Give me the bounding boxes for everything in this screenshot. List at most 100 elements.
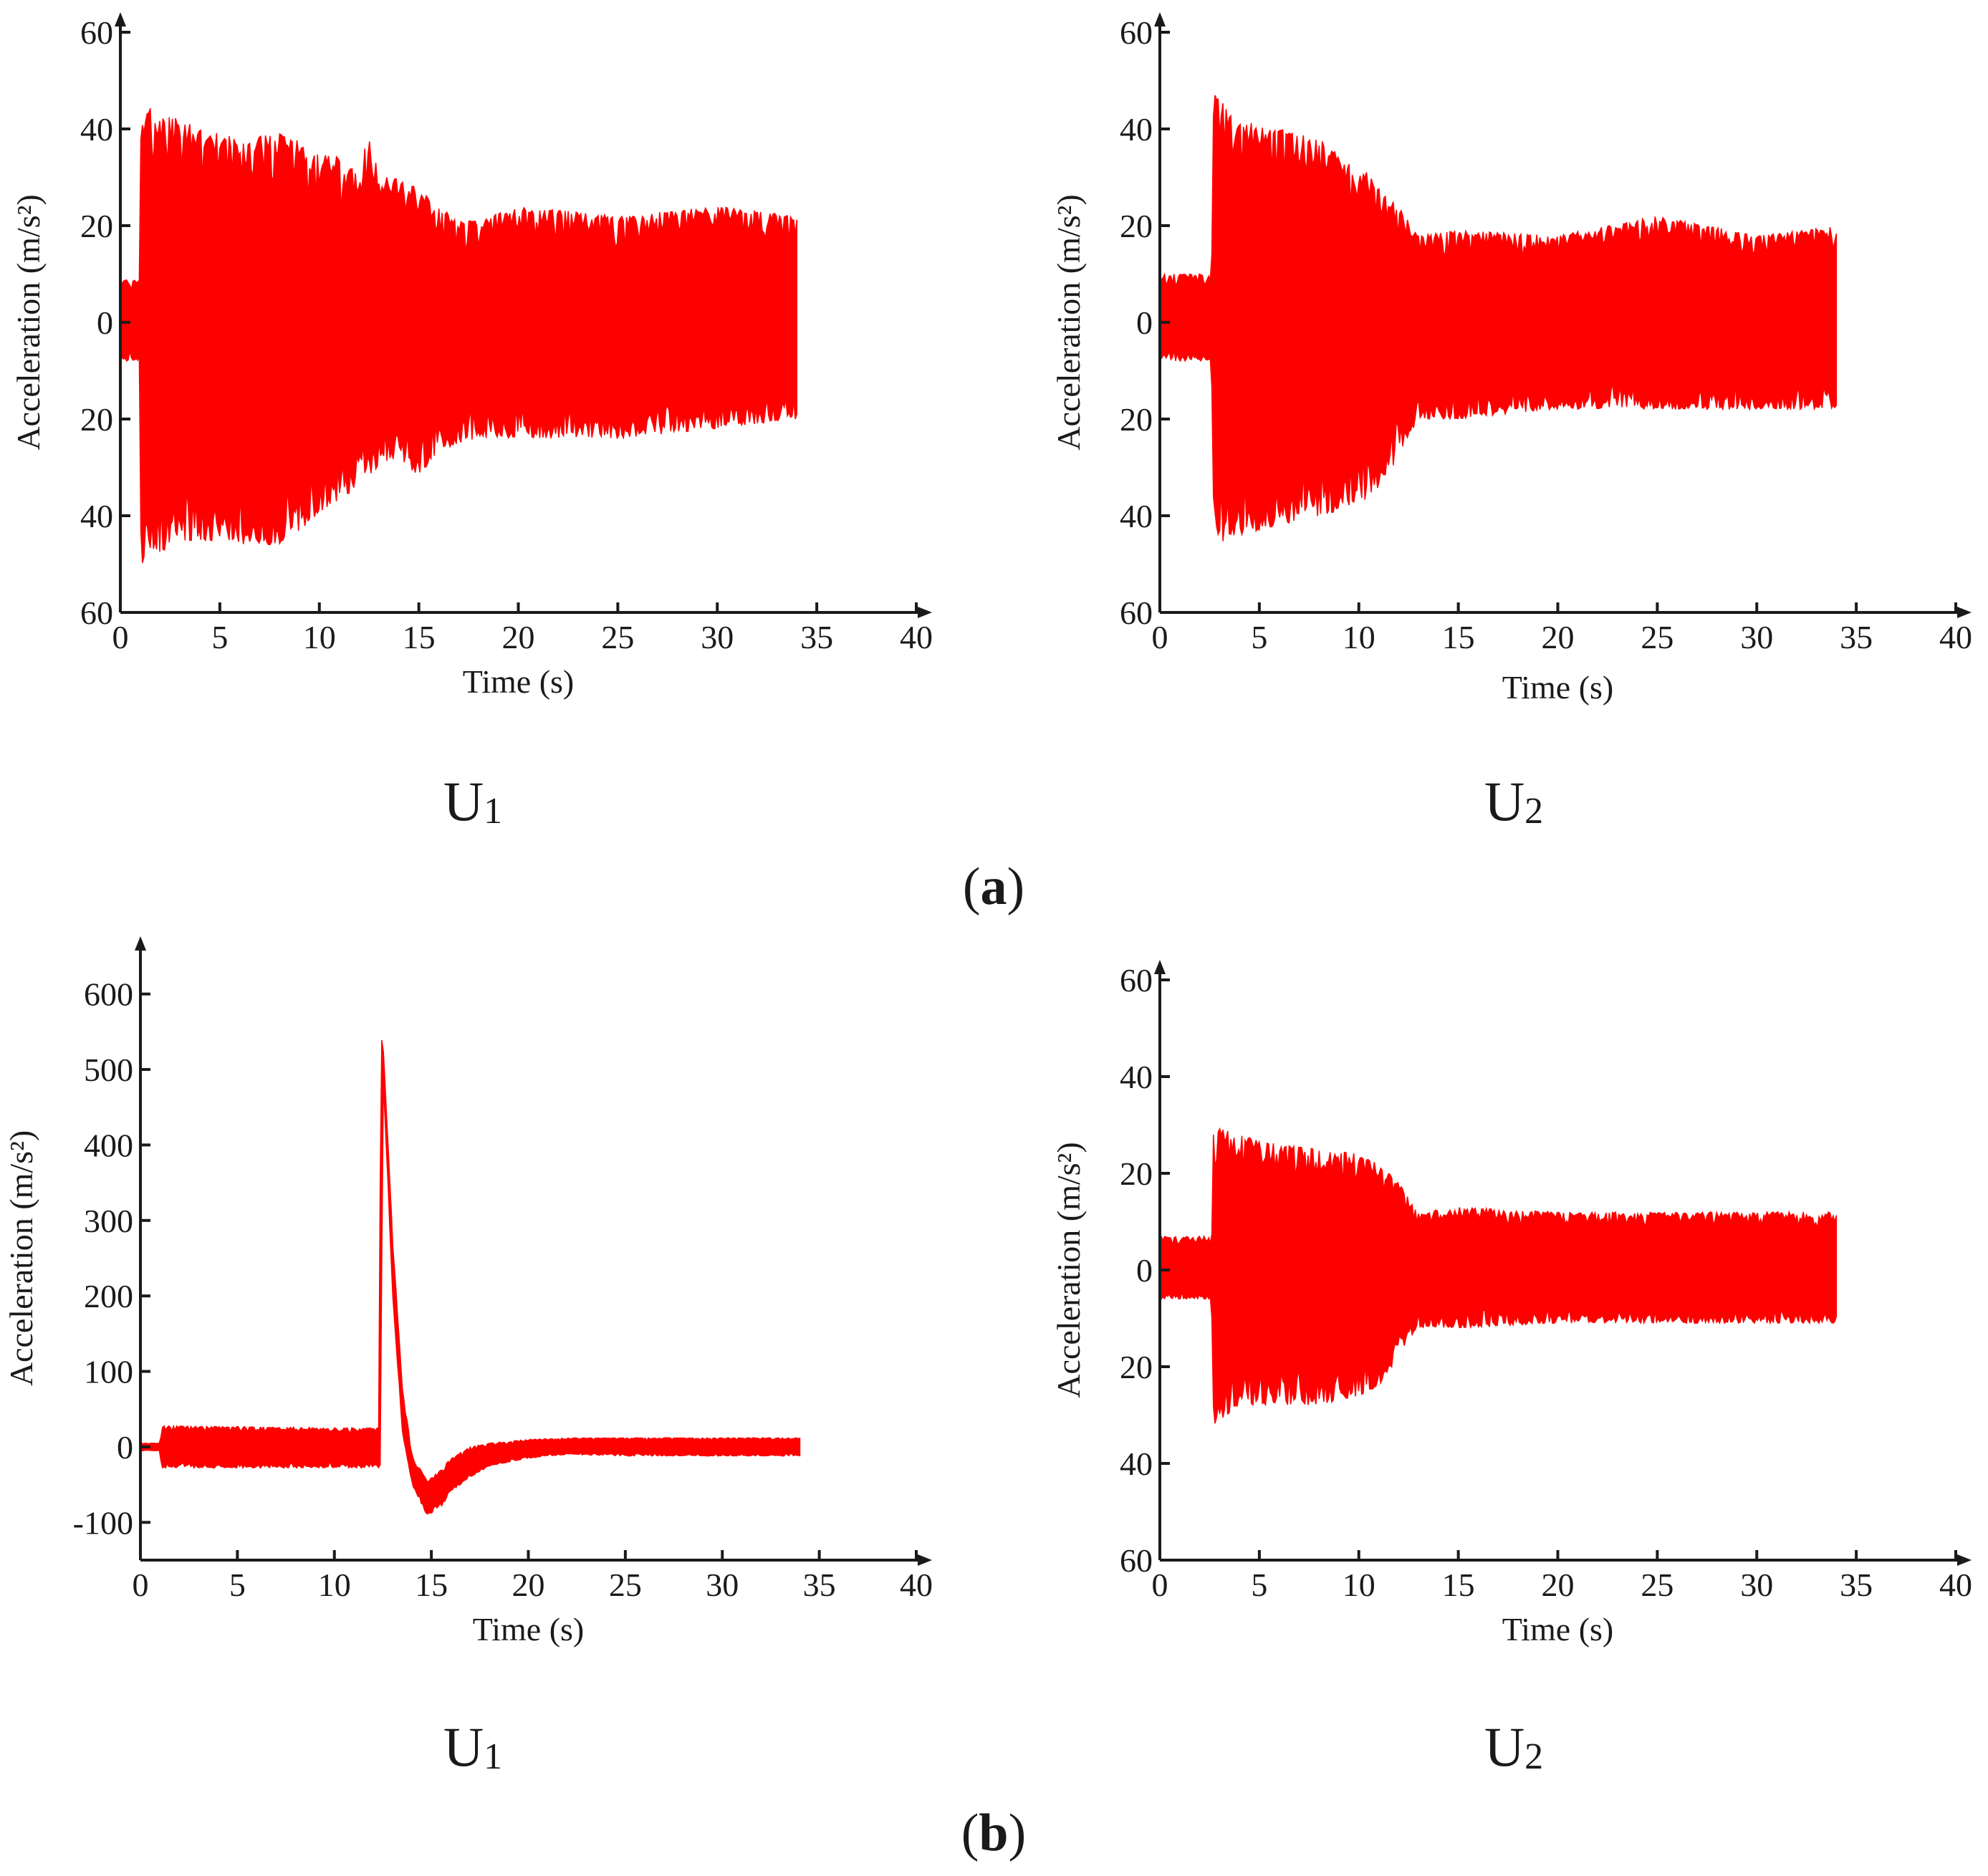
figure-label-b-open: ( [961,1804,979,1862]
x-axis-arrow [1957,1554,1972,1566]
x-tick-label: 40 [1939,619,1972,655]
y-tick-label: 40 [80,111,113,148]
y-axis-arrow [1154,12,1166,27]
y-tick-label: 60 [80,14,113,51]
signal-series [120,107,798,564]
x-tick-label: 25 [609,1567,642,1603]
panel-title-subscript: 1 [484,1736,502,1777]
panel-title-main: U [443,1716,484,1778]
y-tick-label: 20 [1120,1349,1153,1385]
chart-a-u2: 0 5 10 15 20 25 30 35 40 60 40 20 0 20 40 60 Time (s) Acc… [1050,12,1972,832]
x-tick-label: 40 [900,1567,933,1603]
panel-title: U2 [1484,770,1543,832]
x-axis-label: Time (s) [463,663,575,700]
y-tick-label: 600 [84,976,133,1013]
x-tick-label: 0 [112,619,129,655]
x-tick-label: 30 [701,619,734,655]
y-tick-label: -100 [73,1504,133,1541]
figure-label-b-close: ) [1009,1804,1027,1862]
x-tick-label: 35 [803,1567,836,1603]
x-tick-label: 15 [1442,1567,1475,1603]
figure-label-a-letter: a [981,857,1007,916]
chart-b-u1: 0 5 10 15 20 25 30 35 406005004003002001000-100T… [3,936,933,1778]
y-tick-label: 500 [84,1052,133,1088]
y-tick-label: 20 [1120,1155,1153,1192]
x-tick-label: 30 [1740,619,1773,655]
x-tick-label: 10 [1343,619,1375,655]
chart-a-u1: 0 5 10 15 20 25 30 35 40 60 40 20 0 20 40 60 Time (s) Acc… [10,12,933,832]
figure-label-a: (a) [963,857,1024,916]
y-tick-label: 0 [117,1429,133,1466]
figure-label-b-letter: b [979,1804,1008,1862]
panel-title-main: U [443,770,484,832]
y-tick-label: 0 [97,304,113,341]
y-tick-label: 20 [1120,208,1153,244]
panel-title-main: U [1484,770,1524,832]
x-tick-label: 30 [1740,1567,1773,1603]
y-tick-label: 20 [80,208,113,244]
signal-series [1159,1127,1838,1424]
x-tick-label: 5 [1251,619,1267,655]
y-tick-label: 60 [1120,595,1153,631]
x-tick-label: 0 [1152,619,1168,655]
x-axis-arrow [1957,607,1972,618]
x-tick-label: 20 [1542,1567,1575,1603]
y-axis-label: Acceleration (m/s²) [3,1130,39,1386]
x-tick-label: 0 [133,1567,149,1603]
panel-title: U2 [1484,1716,1543,1778]
panel-title: U1 [443,770,502,832]
y-tick-label: 40 [1120,1059,1153,1095]
x-tick-label: 5 [1251,1567,1267,1603]
panel-title-main: U [1484,1716,1524,1778]
x-tick-label: 5 [211,619,228,655]
x-tick-label: 35 [1840,619,1873,655]
y-tick-label: 20 [80,401,113,438]
x-tick-label: 20 [512,1567,545,1603]
x-tick-label: 15 [415,1567,448,1603]
x-axis-arrow [918,1554,932,1566]
x-tick-label: 35 [800,619,833,655]
x-tick-label: 35 [1840,1567,1873,1603]
figure-label-a-open: ( [963,857,981,916]
x-tick-label: 5 [229,1567,246,1603]
x-axis-label: Time (s) [1502,669,1614,706]
y-axis-arrow [115,12,126,27]
y-tick-label: 60 [1120,14,1153,51]
y-tick-label: 0 [1136,1252,1153,1289]
y-tick-label: 300 [84,1203,133,1239]
y-tick-label: 20 [1120,401,1153,438]
x-tick-label: 25 [1641,619,1674,655]
panel-title: U1 [443,1716,502,1778]
y-tick-label: 40 [80,498,113,534]
x-tick-label: 25 [1641,1567,1674,1603]
y-tick-label: 40 [1120,111,1153,148]
x-tick-label: 30 [706,1567,739,1603]
x-tick-label: 20 [1542,619,1575,655]
y-axis-label: Acceleration (m/s²) [10,194,47,450]
y-tick-label: 60 [80,595,113,631]
y-axis-label: Acceleration (m/s²) [1050,1142,1087,1398]
y-axis-label: Acceleration (m/s²) [1050,194,1087,450]
x-tick-label: 15 [1442,619,1475,655]
y-tick-label: 200 [84,1278,133,1314]
x-tick-label: 15 [403,619,436,655]
x-tick-label: 10 [303,619,336,655]
signal-series [140,1039,801,1515]
figure-label-b: (b) [961,1804,1026,1862]
y-tick-label: 400 [84,1127,133,1163]
x-tick-label: 40 [1939,1567,1972,1603]
x-tick-label: 25 [601,619,634,655]
y-tick-label: 100 [84,1354,133,1390]
x-tick-label: 10 [1343,1567,1375,1603]
y-tick-label: 0 [1136,304,1153,341]
x-tick-label: 10 [318,1567,351,1603]
x-axis-label: Time (s) [473,1611,585,1647]
y-tick-label: 60 [1120,1542,1153,1579]
panel-title-subscript: 2 [1524,791,1543,832]
y-tick-label: 40 [1120,498,1153,534]
figure-label-a-close: ) [1007,857,1025,916]
x-tick-label: 0 [1152,1567,1168,1603]
panel-title-subscript: 2 [1524,1736,1543,1777]
y-tick-label: 60 [1120,962,1153,999]
x-axis-label: Time (s) [1502,1611,1614,1647]
